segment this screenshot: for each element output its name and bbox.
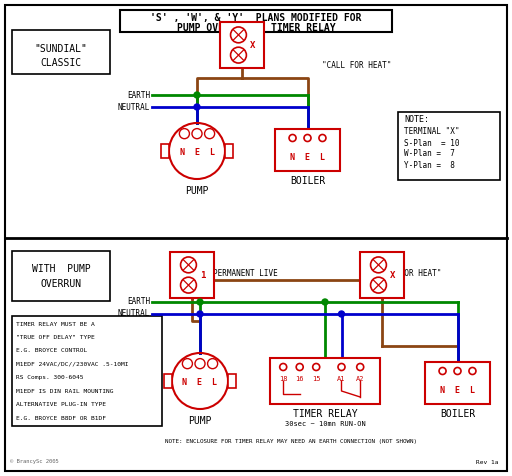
Text: NEUTRAL: NEUTRAL: [118, 102, 150, 111]
Circle shape: [197, 299, 203, 305]
Text: Y-Plan =  8: Y-Plan = 8: [404, 160, 455, 169]
Text: A1: A1: [337, 376, 346, 382]
Text: NOTE:: NOTE:: [404, 116, 429, 125]
Text: "SUNDIAL": "SUNDIAL": [35, 44, 88, 54]
Text: 30sec ~ 10mn RUN-ON: 30sec ~ 10mn RUN-ON: [285, 421, 366, 427]
FancyBboxPatch shape: [220, 22, 264, 68]
Text: "TRUE OFF DELAY" TYPE: "TRUE OFF DELAY" TYPE: [16, 335, 95, 340]
FancyBboxPatch shape: [12, 316, 162, 426]
Text: ALTERNATIVE PLUG-IN TYPE: ALTERNATIVE PLUG-IN TYPE: [16, 403, 106, 407]
Text: NEUTRAL: NEUTRAL: [118, 309, 150, 318]
Text: N  E  L: N E L: [290, 153, 325, 162]
Text: PERMANENT LIVE: PERMANENT LIVE: [212, 269, 278, 278]
Text: © BrancySc 2005: © BrancySc 2005: [10, 459, 59, 465]
Text: M1EDF IS DIN RAIL MOUNTING: M1EDF IS DIN RAIL MOUNTING: [16, 389, 114, 394]
Circle shape: [194, 104, 200, 110]
Text: OVERRUN: OVERRUN: [40, 279, 81, 289]
FancyBboxPatch shape: [360, 252, 404, 298]
Text: X: X: [390, 270, 396, 279]
Circle shape: [197, 311, 203, 317]
Text: M1EDF 24VAC/DC//230VAC .5-10MI: M1EDF 24VAC/DC//230VAC .5-10MI: [16, 362, 129, 367]
Text: N  E  L: N E L: [180, 148, 215, 157]
Text: E.G. BROYCE CONTROL: E.G. BROYCE CONTROL: [16, 348, 87, 354]
Circle shape: [338, 311, 345, 317]
FancyBboxPatch shape: [120, 10, 392, 32]
Text: TIMER RELAY: TIMER RELAY: [293, 409, 357, 419]
Text: RS Comps. 300-6045: RS Comps. 300-6045: [16, 376, 83, 380]
Text: EARTH: EARTH: [127, 298, 150, 307]
Text: 15: 15: [312, 376, 321, 382]
Text: BOILER: BOILER: [290, 176, 325, 186]
Text: WITH  PUMP: WITH PUMP: [32, 264, 91, 274]
FancyBboxPatch shape: [170, 252, 214, 298]
Text: 1: 1: [200, 270, 206, 279]
Text: Rev 1a: Rev 1a: [476, 459, 498, 465]
Text: S-Plan  = 10: S-Plan = 10: [404, 139, 459, 148]
Text: TERMINAL "X": TERMINAL "X": [404, 128, 459, 137]
Text: 'S' , 'W', & 'Y'  PLANS MODIFIED FOR: 'S' , 'W', & 'Y' PLANS MODIFIED FOR: [150, 13, 362, 23]
Text: "CALL FOR HEAT": "CALL FOR HEAT": [372, 269, 441, 278]
Text: A2: A2: [356, 376, 365, 382]
Text: PUMP: PUMP: [188, 416, 212, 426]
FancyBboxPatch shape: [425, 362, 490, 404]
FancyBboxPatch shape: [398, 112, 500, 180]
Circle shape: [194, 92, 200, 98]
FancyBboxPatch shape: [270, 358, 380, 404]
FancyBboxPatch shape: [225, 144, 233, 158]
Text: E.G. BROYCE B8DF OR B1DF: E.G. BROYCE B8DF OR B1DF: [16, 416, 106, 421]
Text: N  E  L: N E L: [440, 386, 475, 395]
Text: "CALL FOR HEAT": "CALL FOR HEAT": [322, 61, 391, 70]
Text: CLASSIC: CLASSIC: [40, 58, 81, 68]
FancyBboxPatch shape: [12, 251, 110, 301]
Text: 18: 18: [279, 376, 287, 382]
FancyBboxPatch shape: [275, 129, 340, 171]
Text: PUMP OVERRUN BY TIMER RELAY: PUMP OVERRUN BY TIMER RELAY: [177, 23, 335, 33]
Text: TIMER RELAY MUST BE A: TIMER RELAY MUST BE A: [16, 321, 95, 327]
FancyBboxPatch shape: [161, 144, 169, 158]
Text: X: X: [250, 40, 255, 50]
FancyBboxPatch shape: [12, 30, 110, 74]
Text: N  E  L: N E L: [182, 378, 218, 387]
Circle shape: [322, 299, 328, 305]
Text: W-Plan =  7: W-Plan = 7: [404, 149, 455, 159]
Text: PUMP: PUMP: [185, 186, 209, 196]
Text: 16: 16: [295, 376, 304, 382]
FancyBboxPatch shape: [5, 5, 507, 471]
Text: EARTH: EARTH: [127, 90, 150, 99]
Text: NOTE: ENCLOSURE FOR TIMER RELAY MAY NEED AN EARTH CONNECTION (NOT SHOWN): NOTE: ENCLOSURE FOR TIMER RELAY MAY NEED…: [165, 439, 417, 445]
FancyBboxPatch shape: [228, 374, 237, 388]
Text: BOILER: BOILER: [440, 409, 475, 419]
FancyBboxPatch shape: [164, 374, 172, 388]
